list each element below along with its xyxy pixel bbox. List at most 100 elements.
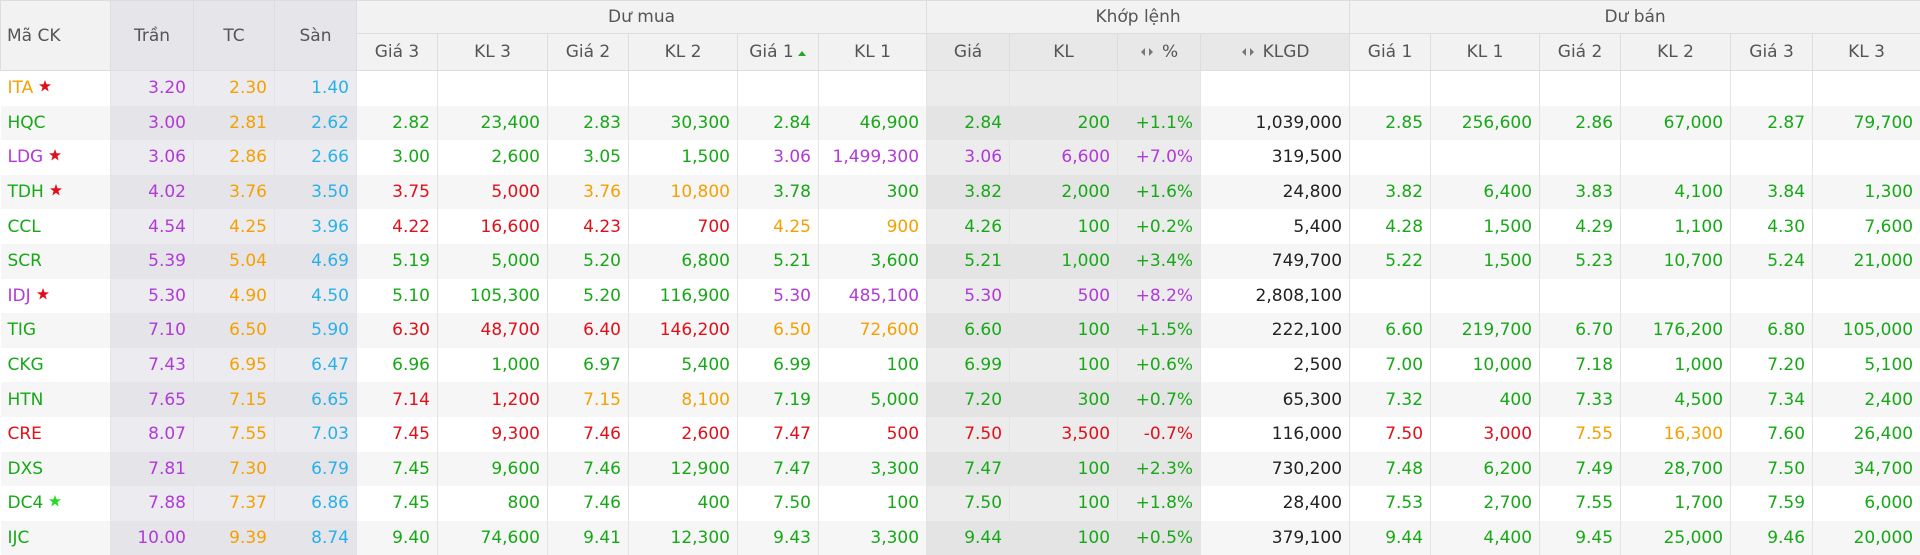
cell: +1.1% xyxy=(1118,106,1201,141)
cell: 5.10 xyxy=(357,279,438,314)
cell: 7.15 xyxy=(548,382,629,417)
cell: 8.74 xyxy=(275,521,357,555)
header-text: Giá 2 xyxy=(1558,42,1603,62)
cell: 2.86 xyxy=(194,140,275,175)
cell: 7.55 xyxy=(1540,417,1621,452)
cell: 176,200 xyxy=(1621,313,1731,348)
cell: 3,500 xyxy=(1010,417,1118,452)
cell: 2,000 xyxy=(1010,175,1118,210)
cell: 100 xyxy=(1010,521,1118,555)
cell: 3.84 xyxy=(1731,175,1813,210)
cell: 4.23 xyxy=(548,209,629,244)
cell: +7.0% xyxy=(1118,140,1201,175)
cell: 4.29 xyxy=(1540,209,1621,244)
cell: 800 xyxy=(438,486,548,521)
cell: 1,500 xyxy=(1431,209,1540,244)
cell: 34,700 xyxy=(1813,452,1920,487)
header-text: KL 2 xyxy=(1657,42,1694,62)
cell: 7.55 xyxy=(194,417,275,452)
cell: 1,000 xyxy=(1010,244,1118,279)
group-header: Khớp lệnh xyxy=(927,1,1350,34)
cell: 46,900 xyxy=(819,106,927,141)
column-header: Giá 2 xyxy=(548,34,629,71)
cell: 7.10 xyxy=(111,313,194,348)
column-header: KL xyxy=(1010,34,1118,71)
cell: 4.90 xyxy=(194,279,275,314)
cell: 300 xyxy=(819,175,927,210)
star-icon xyxy=(49,149,61,161)
cell: 9.44 xyxy=(927,521,1010,555)
cell: 2,700 xyxy=(1431,486,1540,521)
cell xyxy=(1431,71,1540,106)
cell xyxy=(1731,279,1813,314)
cell: 23,400 xyxy=(438,106,548,141)
cell: 20,000 xyxy=(1813,521,1920,555)
symbol: HQC xyxy=(1,106,111,141)
cell: 7.20 xyxy=(1731,348,1813,383)
cell: 6.70 xyxy=(1540,313,1621,348)
cell: 100 xyxy=(1010,209,1118,244)
group-header: Dư mua xyxy=(357,1,927,34)
cell: 21,000 xyxy=(1813,244,1920,279)
cell: 105,300 xyxy=(438,279,548,314)
cell: 79,700 xyxy=(1813,106,1920,141)
cell: 2.84 xyxy=(738,106,819,141)
cell: 3.06 xyxy=(111,140,194,175)
cell xyxy=(1540,140,1621,175)
symbol: IDJ xyxy=(1,279,111,314)
cell: 25,000 xyxy=(1621,521,1731,555)
header-text: Giá 3 xyxy=(1749,42,1794,62)
cell xyxy=(1731,71,1813,106)
cell: 3.76 xyxy=(194,175,275,210)
cell xyxy=(927,71,1010,106)
cell xyxy=(1431,140,1540,175)
cell: +3.4% xyxy=(1118,244,1201,279)
cell: 24,800 xyxy=(1201,175,1350,210)
cell: +1.6% xyxy=(1118,175,1201,210)
cell: 8.07 xyxy=(111,417,194,452)
cell: 9.46 xyxy=(1731,521,1813,555)
cell: 10,000 xyxy=(1431,348,1540,383)
cell: 105,000 xyxy=(1813,313,1920,348)
cell: 7.30 xyxy=(194,452,275,487)
cell: 300 xyxy=(1010,382,1118,417)
cell: 5.23 xyxy=(1540,244,1621,279)
column-header: Sàn xyxy=(275,1,357,71)
cell: 6.65 xyxy=(275,382,357,417)
cell: 7.37 xyxy=(194,486,275,521)
cell: 30,300 xyxy=(629,106,738,141)
cell: 1,500 xyxy=(629,140,738,175)
cell: 9.39 xyxy=(194,521,275,555)
cell: 3.75 xyxy=(357,175,438,210)
cell: +1.5% xyxy=(1118,313,1201,348)
cell: 6,200 xyxy=(1431,452,1540,487)
cell: 7.50 xyxy=(927,486,1010,521)
cell xyxy=(1813,71,1920,106)
symbol: TDH xyxy=(1,175,111,210)
cell: 12,900 xyxy=(629,452,738,487)
star-icon xyxy=(49,495,61,507)
symbol: IJC xyxy=(1,521,111,555)
cell: 7.50 xyxy=(927,417,1010,452)
cell: 3,600 xyxy=(819,244,927,279)
cell: 4,400 xyxy=(1431,521,1540,555)
cell: 2,808,100 xyxy=(1201,279,1350,314)
cell: 4.02 xyxy=(111,175,194,210)
cell: 7.59 xyxy=(1731,486,1813,521)
symbol: SCR xyxy=(1,244,111,279)
header-text: KL 3 xyxy=(474,42,511,62)
cell xyxy=(1010,71,1118,106)
cell xyxy=(1540,71,1621,106)
cell: +0.5% xyxy=(1118,521,1201,555)
cell xyxy=(1813,140,1920,175)
symbol: LDG xyxy=(1,140,111,175)
cell: 5,100 xyxy=(1813,348,1920,383)
cell: 3,000 xyxy=(1431,417,1540,452)
cell: +0.2% xyxy=(1118,209,1201,244)
cell: 485,100 xyxy=(819,279,927,314)
cell: 100 xyxy=(1010,452,1118,487)
